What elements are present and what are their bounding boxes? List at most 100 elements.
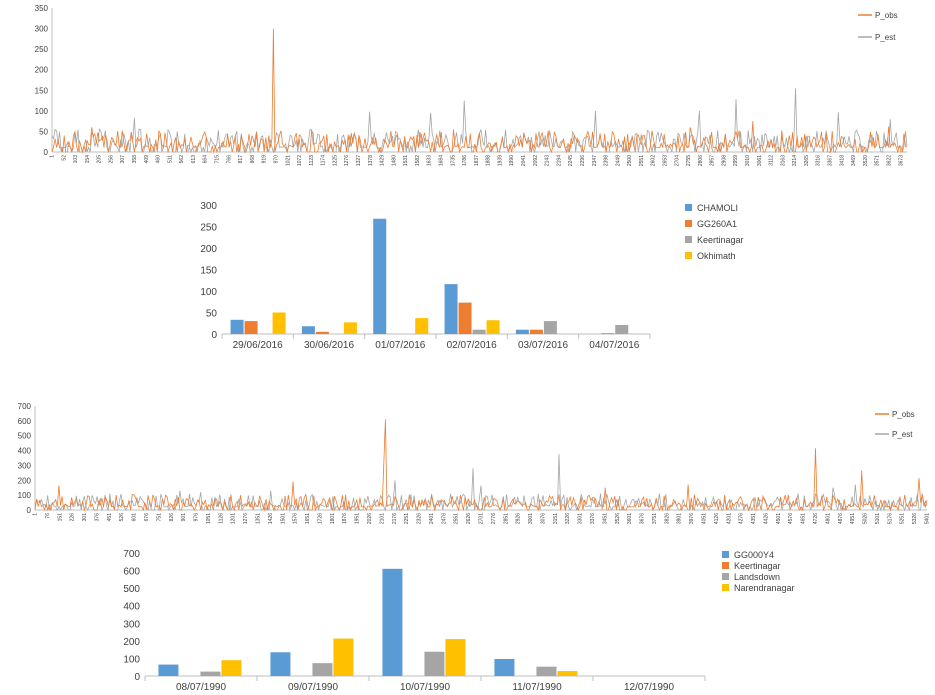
x-tick-label: 3520: [863, 155, 869, 166]
x-tick-label: 3418: [839, 155, 845, 166]
x-tick-label: 376: [94, 513, 100, 522]
bar-Landsdown: [200, 671, 221, 676]
x-tick-label: 715: [215, 155, 221, 164]
legend-label: GG000Y4: [734, 550, 774, 560]
legend-label: GG260A1: [697, 219, 737, 229]
y-tick-label: 500: [123, 584, 140, 595]
y-tick-label: 100: [18, 491, 32, 500]
x-tick-label: 2626: [466, 513, 472, 524]
x-tick-label: 4201: [726, 513, 732, 524]
legend-label: Keertinagar: [734, 561, 781, 571]
bar-Okhimath: [486, 320, 500, 334]
legend-label: Narendranagar: [734, 583, 795, 593]
x-tick-label: 2776: [491, 513, 497, 524]
bar-GG000Y4: [158, 664, 179, 676]
x-tick-label: 562: [179, 155, 185, 164]
x-tick-label: 301: [82, 513, 88, 522]
x-tick-label: 919: [262, 155, 268, 164]
y-tick-label: 300: [35, 25, 49, 34]
x-tick-label: 3001: [528, 513, 534, 524]
x-tick-label: 2026: [367, 513, 373, 524]
y-tick-label: 300: [200, 201, 217, 212]
x-tick-label: 2857: [710, 155, 716, 166]
x-tick-label: 1201: [231, 513, 237, 524]
time-series-chart-3: 0 100 200 300 400 500 600 700 1 76 151 226 301 376 451…: [18, 402, 931, 524]
x-tick-label: 1426: [268, 513, 274, 524]
x-tick-label: 2653: [662, 155, 668, 166]
x-tick-label: 1801: [330, 513, 336, 524]
x-tick-label: 1876: [342, 513, 348, 524]
x-tick-label: 1126: [218, 513, 224, 524]
x-tick-label: 3673: [898, 155, 904, 166]
legend-label: P_obs: [875, 11, 898, 20]
x-tick-label: 901: [181, 513, 187, 522]
bar-CHAMOLI: [230, 319, 244, 334]
x-tick-label: 1480: [391, 155, 397, 166]
x-tick-label: 358: [132, 155, 138, 164]
x-tick-label: 1225: [332, 155, 338, 166]
x-tick-label: 1582: [415, 155, 421, 166]
y-tick-label: 500: [18, 432, 32, 441]
bar-Narendranagar: [445, 639, 466, 676]
legend-swatch: [722, 573, 729, 580]
category-label: 09/07/1990: [288, 682, 338, 693]
x-tick-label: 1327: [356, 155, 362, 166]
x-tick-label: 1429: [380, 155, 386, 166]
x-tick-label: 5326: [912, 513, 918, 524]
category-label: 11/07/1990: [512, 682, 562, 693]
x-tick-label: 1: [33, 513, 39, 516]
series-line-P_obs: [51, 28, 908, 154]
series-line-P_est: [51, 88, 908, 154]
x-tick-label: 1276: [344, 155, 350, 166]
x-tick-label: 5251: [900, 513, 906, 524]
x-tick-label: 1021: [285, 155, 291, 166]
y-tick-label: 300: [123, 619, 140, 630]
legend-label: P_est: [875, 33, 896, 42]
x-tick-label: 1378: [368, 155, 374, 166]
x-tick-label: 1939: [497, 155, 503, 166]
x-tick-label: 3214: [792, 155, 798, 166]
legend-swatch: [685, 204, 692, 211]
y-tick-label: 0: [211, 330, 217, 341]
y-tick-label: 600: [18, 417, 32, 426]
x-tick-label: 2704: [674, 155, 680, 166]
x-tick-label: 1: [50, 155, 56, 158]
category-label: 03/07/2016: [518, 340, 568, 351]
x-tick-label: 1951: [355, 513, 361, 524]
x-tick-label: 1684: [439, 155, 445, 166]
y-tick-label: 600: [123, 567, 140, 578]
x-tick-label: 151: [57, 513, 63, 522]
x-tick-label: 3376: [590, 513, 596, 524]
x-tick-label: 2398: [604, 155, 610, 166]
legend-label: P_obs: [892, 410, 915, 419]
bar-GG000Y4: [382, 568, 403, 676]
bar-Okhimath: [272, 312, 286, 334]
x-tick-label: 2449: [615, 155, 621, 166]
x-tick-label: 2251: [404, 513, 410, 524]
x-tick-label: 3451: [602, 513, 608, 524]
legend-label: CHAMOLI: [697, 203, 738, 213]
x-tick-label: 3301: [578, 513, 584, 524]
x-tick-label: 5101: [875, 513, 881, 524]
x-tick-label: 5026: [863, 513, 869, 524]
bar-CHAMOLI: [373, 218, 387, 334]
x-tick-label: 751: [156, 513, 162, 522]
x-tick-label: 5176: [887, 513, 893, 524]
bar-GG260A1: [315, 331, 329, 334]
bar-Okhimath: [343, 322, 357, 334]
legend-swatch: [722, 584, 729, 591]
x-tick-label: 3061: [757, 155, 763, 166]
bar-GG260A1: [601, 333, 615, 334]
x-tick-label: 3163: [780, 155, 786, 166]
x-tick-label: 3751: [652, 513, 658, 524]
y-tick-label: 350: [35, 4, 49, 13]
x-tick-label: 4876: [838, 513, 844, 524]
legend-swatch: [685, 220, 692, 227]
x-tick-label: 226: [70, 513, 76, 522]
x-tick-label: 1531: [403, 155, 409, 166]
x-tick-label: 1633: [427, 155, 433, 166]
x-tick-label: 1351: [256, 513, 262, 524]
legend-label: Landsdown: [734, 572, 780, 582]
category-label: 29/06/2016: [233, 340, 283, 351]
y-tick-label: 50: [206, 309, 218, 320]
